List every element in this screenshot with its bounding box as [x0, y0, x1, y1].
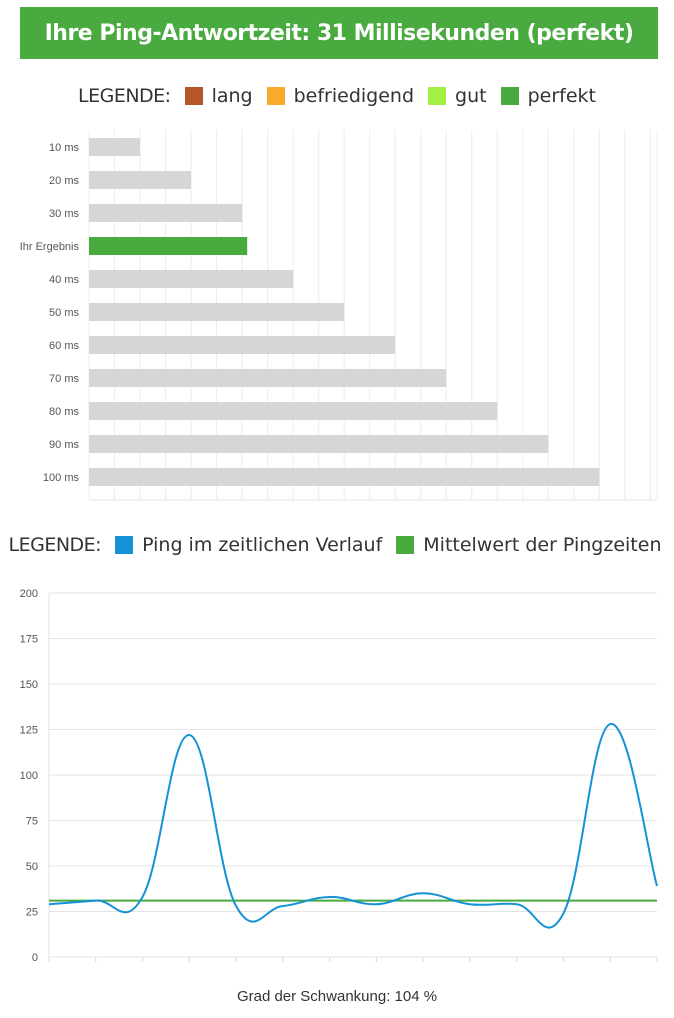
category-label: 20 ms [49, 175, 79, 187]
legend-bottom: LEGENDE: Ping im zeitlichen Verlauf Mitt… [0, 531, 672, 559]
bar [89, 435, 549, 453]
y-tick-label: 150 [20, 679, 38, 691]
legend-swatch [266, 87, 285, 105]
legend-label: gut [455, 85, 487, 107]
y-tick-label: 75 [26, 816, 38, 828]
category-label: Ihr Ergebnis [20, 241, 80, 253]
legend-label: perfekt [527, 85, 596, 107]
fluctuation-text: Grad der Schwankung: 104 % [0, 988, 674, 1005]
category-label: 10 ms [49, 142, 79, 154]
bar [89, 303, 345, 321]
bar [89, 402, 498, 420]
legend-title: LEGENDE: [78, 85, 171, 107]
category-label: 90 ms [49, 439, 79, 451]
series-line-ping [48, 723, 658, 929]
legend-swatch [396, 536, 415, 554]
category-label: 80 ms [49, 406, 79, 418]
result-title: Ihre Ping-Antwortzeit: 31 Millisekunden … [44, 20, 634, 46]
category-label: 70 ms [49, 373, 79, 385]
legend-item-ping-verlauf: Ping im zeitlichen Verlauf [115, 534, 382, 556]
legend-label: Mittelwert der Pingzeiten [423, 534, 662, 556]
y-tick-label: 25 [26, 907, 38, 919]
y-tick-label: 0 [32, 952, 38, 964]
bar [89, 237, 248, 255]
y-tick-label: 125 [20, 725, 38, 737]
bar [89, 336, 396, 354]
y-tick-label: 200 [20, 588, 38, 600]
legend-label: lang [211, 85, 253, 107]
category-label: 100 ms [43, 472, 80, 484]
bar [89, 270, 294, 288]
fluctuation-label: Grad der Schwankung: 104 % [236, 988, 438, 1005]
bar [89, 171, 192, 189]
ping-bar-chart: 10 ms 20 ms 30 ms Ihr Ergebnis 40 ms 50 ms 60 … [20, 130, 658, 501]
legend-label: Ping im zeitlichen Verlauf [142, 534, 383, 556]
y-tick-label: 100 [20, 770, 38, 782]
category-label: 60 ms [49, 340, 79, 352]
category-label: 30 ms [49, 208, 79, 220]
legend-item-gut: gut [428, 85, 487, 107]
y-tick-label: 175 [20, 634, 38, 646]
legend-swatch [500, 87, 519, 105]
legend-swatch [115, 536, 134, 554]
legend-item-mittelwert: Mittelwert der Pingzeiten [396, 534, 661, 556]
legend-item-perfekt: perfekt [500, 85, 596, 107]
legend-top: LEGENDE: lang befriedigend gut perfekt [0, 82, 674, 110]
bar [89, 369, 447, 387]
legend-item-lang: lang [184, 85, 253, 107]
ping-line-chart: 0 25 50 75 100 125 150 175 200 [20, 588, 658, 964]
bar [89, 138, 141, 156]
legend-swatch [184, 87, 203, 105]
y-tick-label: 50 [26, 861, 38, 873]
category-label: 50 ms [49, 307, 79, 319]
legend-title: LEGENDE: [8, 534, 102, 556]
legend-swatch [428, 87, 447, 105]
legend-item-befriedigend: befriedigend [266, 85, 415, 107]
legend-label: befriedigend [293, 85, 415, 107]
category-label: 40 ms [49, 274, 79, 286]
bar [89, 468, 600, 486]
result-banner: Ihre Ping-Antwortzeit: 31 Millisekunden … [20, 7, 658, 59]
bar [89, 204, 243, 222]
